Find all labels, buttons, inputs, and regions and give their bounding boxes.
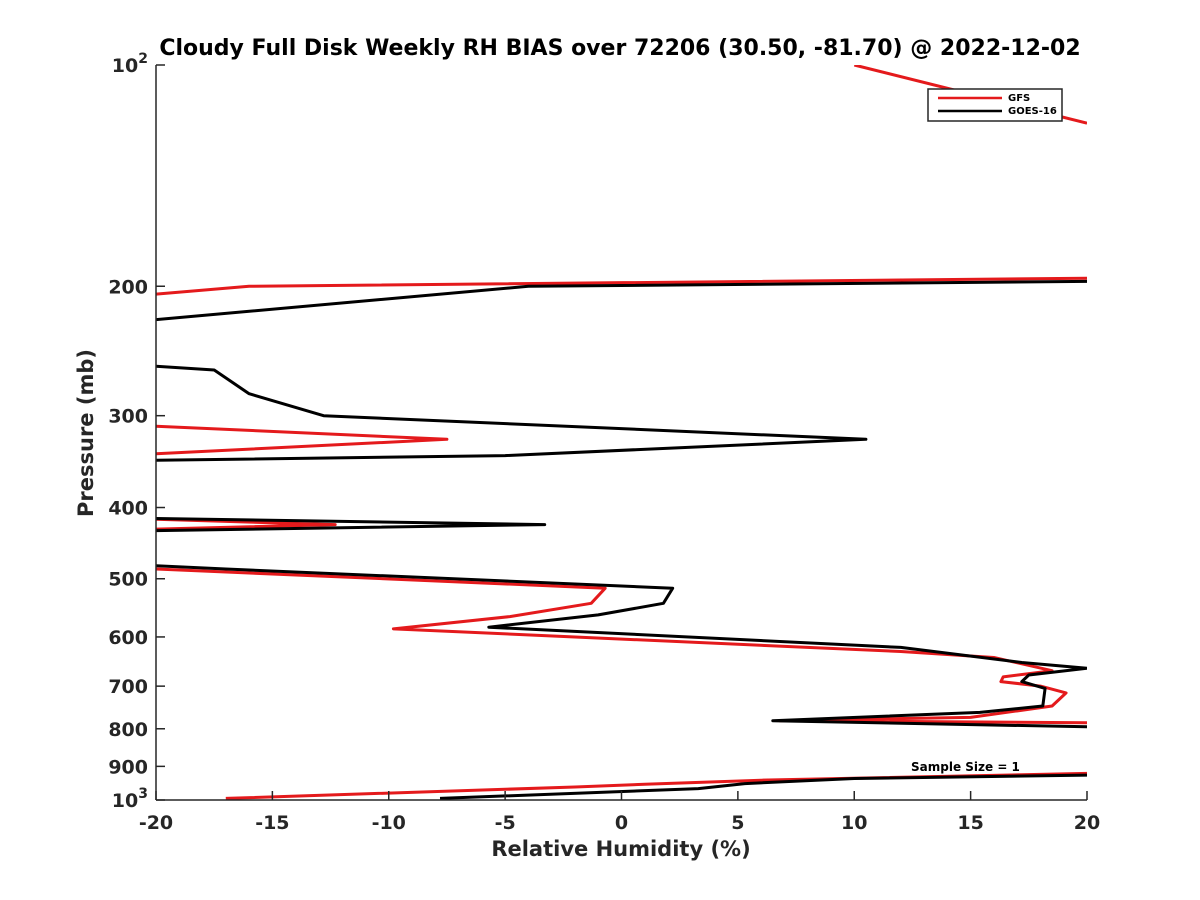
y-tick-label: 600 [108, 627, 148, 649]
x-tick-label: -15 [255, 812, 289, 834]
series-goes16-line-segment-2 [156, 517, 547, 533]
y-axis-label: Pressure (mb) [74, 349, 98, 517]
series-gfs-line-segment-3 [156, 517, 337, 531]
y-tick-label: 500 [108, 569, 148, 591]
y-tick-label: 103 [112, 786, 148, 812]
series-goes16-line-segment-3 [156, 564, 1087, 729]
y-tick-label: 400 [108, 498, 148, 520]
series-goes16-line-segment-1 [156, 364, 868, 462]
x-axis-label: Relative Humidity (%) [491, 837, 750, 861]
y-tick-label: 200 [108, 276, 148, 298]
x-ticks: -20 -15 -10 -5 0 5 10 15 20 [139, 791, 1100, 834]
plot-area: -20 -15 -10 -5 0 5 10 15 20 102 200 300 400 500 600 70… [108, 51, 1100, 834]
y-tick-label: 900 [108, 756, 148, 778]
series-layer [156, 65, 1087, 800]
y-tick-label: 800 [108, 719, 148, 741]
x-tick-label: 5 [731, 812, 744, 834]
legend-box [927, 88, 1063, 122]
series-gfs-line-segment-4 [156, 567, 1087, 725]
series-gfs-line-segment-1 [156, 276, 1087, 296]
y-tick-label: 300 [108, 406, 148, 428]
legend-label-gfs: GFS [1008, 93, 1030, 104]
x-tick-label: 15 [957, 812, 983, 834]
legend-label-goes16: GOES-16 [1008, 106, 1057, 117]
x-tick-label: -5 [495, 812, 516, 834]
x-tick-label: 20 [1074, 812, 1100, 834]
x-tick-label: -10 [372, 812, 406, 834]
series-gfs-line-segment-2 [156, 424, 449, 456]
x-tick-label: 0 [615, 812, 628, 834]
y-ticks: 102 200 300 400 500 600 700 800 900 103 [108, 51, 165, 812]
chart-title: Cloudy Full Disk Weekly RH BIAS over 722… [159, 36, 1080, 61]
y-tick-label: 700 [108, 676, 148, 698]
series-goes16-line-segment-4 [439, 773, 1087, 800]
series-goes16-line-segment-0 [156, 279, 1087, 322]
sample-size-annotation: Sample Size = 1 [911, 760, 1020, 774]
y-tick-label: 102 [112, 51, 148, 77]
x-tick-label: -20 [139, 812, 173, 834]
x-tick-label: 10 [841, 812, 867, 834]
legend: GFS GOES-16 [927, 88, 1063, 122]
